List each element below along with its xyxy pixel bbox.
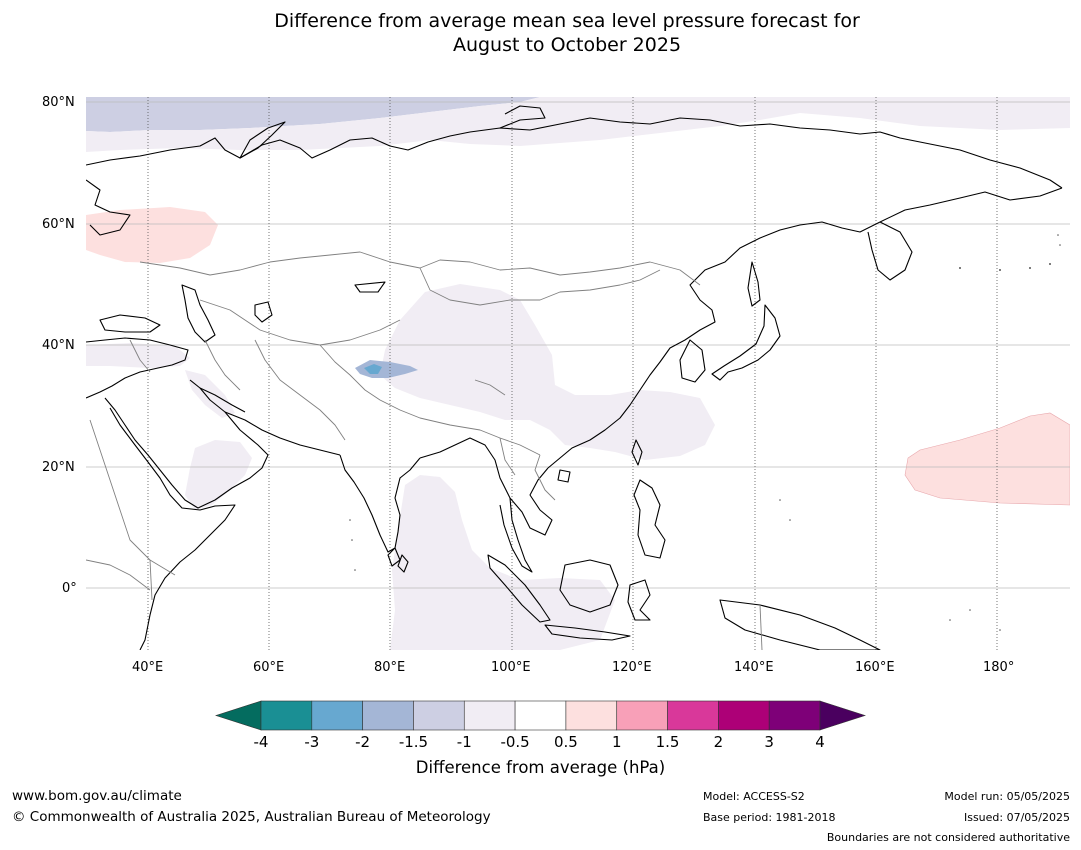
footer-copyright: © Commonwealth of Australia 2025, Austra… xyxy=(12,809,491,825)
lat-label-0: 0° xyxy=(62,581,77,596)
coastlines xyxy=(86,105,1063,650)
colorbar-over-triangle xyxy=(819,700,866,731)
colorbar-tick-label: 0.5 xyxy=(553,733,578,751)
lat-label-20n: 20°N xyxy=(42,460,75,475)
colorbar-tick-label: -3 xyxy=(304,733,320,751)
lat-label-60n: 60°N xyxy=(42,217,75,232)
map-title: Difference from average mean sea level p… xyxy=(0,9,1081,57)
lon-label-120e: 120°E xyxy=(612,660,652,675)
lon-label-160e: 160°E xyxy=(855,660,895,675)
anomaly-region-tibet-china xyxy=(380,284,715,460)
colorbar-tick-label: 3 xyxy=(764,733,774,751)
colorbar-label: Difference from average (hPa) xyxy=(415,758,666,777)
colorbar-cell xyxy=(718,700,770,731)
latitude-gridlines xyxy=(86,101,1070,589)
colorbar-cell xyxy=(413,700,465,731)
colorbar-cell xyxy=(514,700,567,731)
anomaly-region-west-pacific-high xyxy=(904,412,1070,506)
anomaly-region-arctic-blue xyxy=(86,97,540,132)
lon-label-80e: 80°E xyxy=(374,660,406,675)
colorbar-tick-label: 4 xyxy=(815,733,825,751)
colorbar-tick-label: -2 xyxy=(355,733,371,751)
footer-model-run: Model run: 05/05/2025 xyxy=(944,790,1070,803)
longitude-gridlines xyxy=(147,97,998,650)
colorbar-tick-label: -1.5 xyxy=(398,733,429,751)
footer-disclaimer: Boundaries are not considered authoritat… xyxy=(826,831,1070,844)
colorbar-cell xyxy=(362,700,414,731)
colorbar-tick-label: -0.5 xyxy=(500,733,530,751)
colorbar-cell xyxy=(311,700,363,731)
lon-label-100e: 100°E xyxy=(491,660,531,675)
colorbar xyxy=(215,700,866,731)
anomaly-region-himalaya-core xyxy=(364,364,382,374)
colorbar-tick-label: -4 xyxy=(253,733,269,751)
footer-issued: Issued: 07/05/2025 xyxy=(963,811,1070,824)
colorbar-under-triangle xyxy=(215,700,262,731)
colorbar-cell xyxy=(463,700,516,731)
lat-label-40n: 40°N xyxy=(42,338,75,353)
anomaly-region-indian-ocean xyxy=(390,475,615,650)
anomaly-region-western-russia xyxy=(86,207,218,263)
map-title-line2: August to October 2025 xyxy=(452,34,682,56)
lat-label-80n: 80°N xyxy=(42,95,75,110)
country-borders xyxy=(86,251,763,650)
colorbar-cell xyxy=(565,700,618,731)
colorbar-tick-label: 1 xyxy=(611,733,622,751)
colorbar-cell xyxy=(667,700,719,731)
anomaly-region-arctic-light xyxy=(86,97,1070,152)
footer-model: Model: ACCESS-S2 xyxy=(703,790,805,803)
colorbar-tick-label: 2 xyxy=(713,733,724,751)
map-frame xyxy=(86,97,1070,650)
lon-label-180: 180° xyxy=(983,660,1015,675)
colorbar-tick-label: 1.5 xyxy=(655,733,680,751)
colorbar-tick-label: -1 xyxy=(456,733,472,751)
map-title-line1: Difference from average mean sea level p… xyxy=(274,10,860,32)
lon-label-60e: 60°E xyxy=(253,660,285,675)
lon-label-140e: 140°E xyxy=(734,660,774,675)
anomaly-region-middle-east xyxy=(185,370,235,418)
colorbar-cell xyxy=(260,700,313,731)
small-islands xyxy=(349,234,1061,631)
footer-base-period: Base period: 1981-2018 xyxy=(703,811,836,824)
footer-url[interactable]: www.bom.gov.au/climate xyxy=(12,788,182,804)
anomaly-region-arabia xyxy=(185,440,252,510)
pressure-anomaly-map xyxy=(86,97,1070,650)
colorbar-cell xyxy=(768,700,821,731)
colorbar-cell xyxy=(616,700,668,731)
lon-label-40e: 40°E xyxy=(132,660,164,675)
